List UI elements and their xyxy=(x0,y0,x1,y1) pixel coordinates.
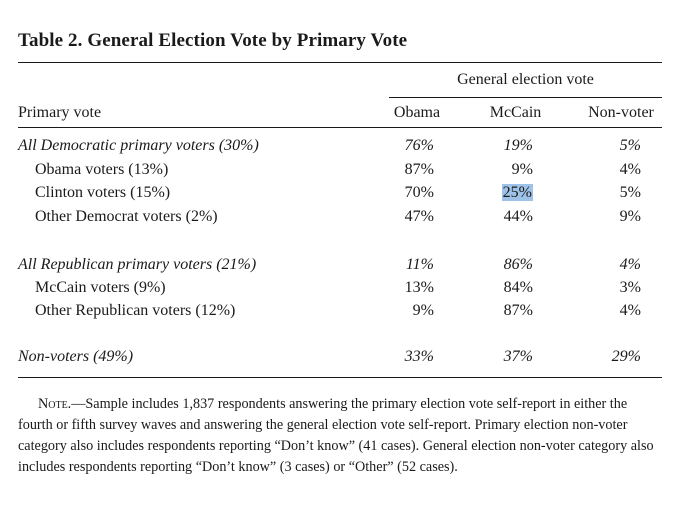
header-rule xyxy=(18,127,662,128)
row-label: All Democratic primary voters (30%) xyxy=(18,137,259,154)
cell-non-voter: 9% xyxy=(619,208,641,225)
cell-non-voter: 3% xyxy=(619,279,641,296)
cell-mccain-highlighted[interactable]: 25% xyxy=(470,184,533,202)
bottom-rule xyxy=(18,377,662,379)
table-note: Note.—Sample includes 1,837 respondents … xyxy=(18,394,662,478)
cell-non-voter: 4% xyxy=(619,161,641,178)
table-row-all-democratic: All Democratic primary voters (30%) 76% … xyxy=(0,137,680,161)
table-title: Table 2. General Election Vote by Primar… xyxy=(18,30,408,51)
top-rule xyxy=(18,62,662,64)
row-label: Obama voters (13%) xyxy=(35,161,169,178)
table-row-clinton-voters: Clinton voters (15%) 70% 25% 5% xyxy=(0,184,680,208)
column-header-non-voter: Non-voter xyxy=(588,104,654,121)
cell-obama: 13% xyxy=(404,279,434,296)
group-header-rule xyxy=(389,97,662,98)
cell-mccain: 84% xyxy=(503,279,533,296)
note-label: Note. xyxy=(38,396,72,412)
highlighted-selection[interactable]: 25% xyxy=(501,184,533,201)
cell-mccain: 37% xyxy=(503,348,533,365)
row-label: Other Democrat voters (2%) xyxy=(35,208,218,225)
column-header-primary-vote: Primary vote xyxy=(18,104,102,121)
table-row-mccain-voters: McCain voters (9%) 13% 84% 3% xyxy=(0,279,680,303)
cell-mccain: 9% xyxy=(511,161,533,178)
row-label: McCain voters (9%) xyxy=(35,279,166,296)
note-text: —Sample includes 1,837 respondents answe… xyxy=(18,396,654,475)
cell-obama: 11% xyxy=(405,256,434,273)
row-label: Other Republican voters (12%) xyxy=(35,302,236,319)
cell-obama: 9% xyxy=(412,302,434,319)
cell-non-voter: 4% xyxy=(619,302,641,319)
table-row-other-republican-voters: Other Republican voters (12%) 9% 87% 4% xyxy=(0,302,680,326)
table-row-other-democrat-voters: Other Democrat voters (2%) 47% 44% 9% xyxy=(0,208,680,232)
cell-mccain: 87% xyxy=(503,302,533,319)
cell-non-voter: 29% xyxy=(611,348,641,365)
cell-obama: 70% xyxy=(404,184,434,201)
table-row-non-voters: Non-voters (49%) 33% 37% 29% xyxy=(0,348,680,372)
cell-non-voter: 5% xyxy=(619,184,641,201)
cell-obama: 76% xyxy=(404,137,434,154)
cell-mccain: 19% xyxy=(503,137,533,154)
row-label: Clinton voters (15%) xyxy=(35,184,171,201)
cell-mccain: 86% xyxy=(503,256,533,273)
cell-mccain: 44% xyxy=(503,208,533,225)
group-header: General election vote xyxy=(457,71,594,88)
row-label: All Republican primary voters (21%) xyxy=(18,256,257,273)
column-header-obama: Obama xyxy=(393,104,441,121)
row-label: Non-voters (49%) xyxy=(18,348,134,365)
cell-obama: 87% xyxy=(404,161,434,178)
cell-obama: 47% xyxy=(404,208,434,225)
cell-non-voter: 5% xyxy=(619,137,641,154)
column-header-mccain: McCain xyxy=(489,104,542,121)
cell-obama: 33% xyxy=(404,348,434,365)
table-row-obama-voters: Obama voters (13%) 87% 9% 4% xyxy=(0,161,680,185)
cell-non-voter: 4% xyxy=(619,256,641,273)
table-row-all-republican: All Republican primary voters (21%) 11% … xyxy=(0,256,680,280)
